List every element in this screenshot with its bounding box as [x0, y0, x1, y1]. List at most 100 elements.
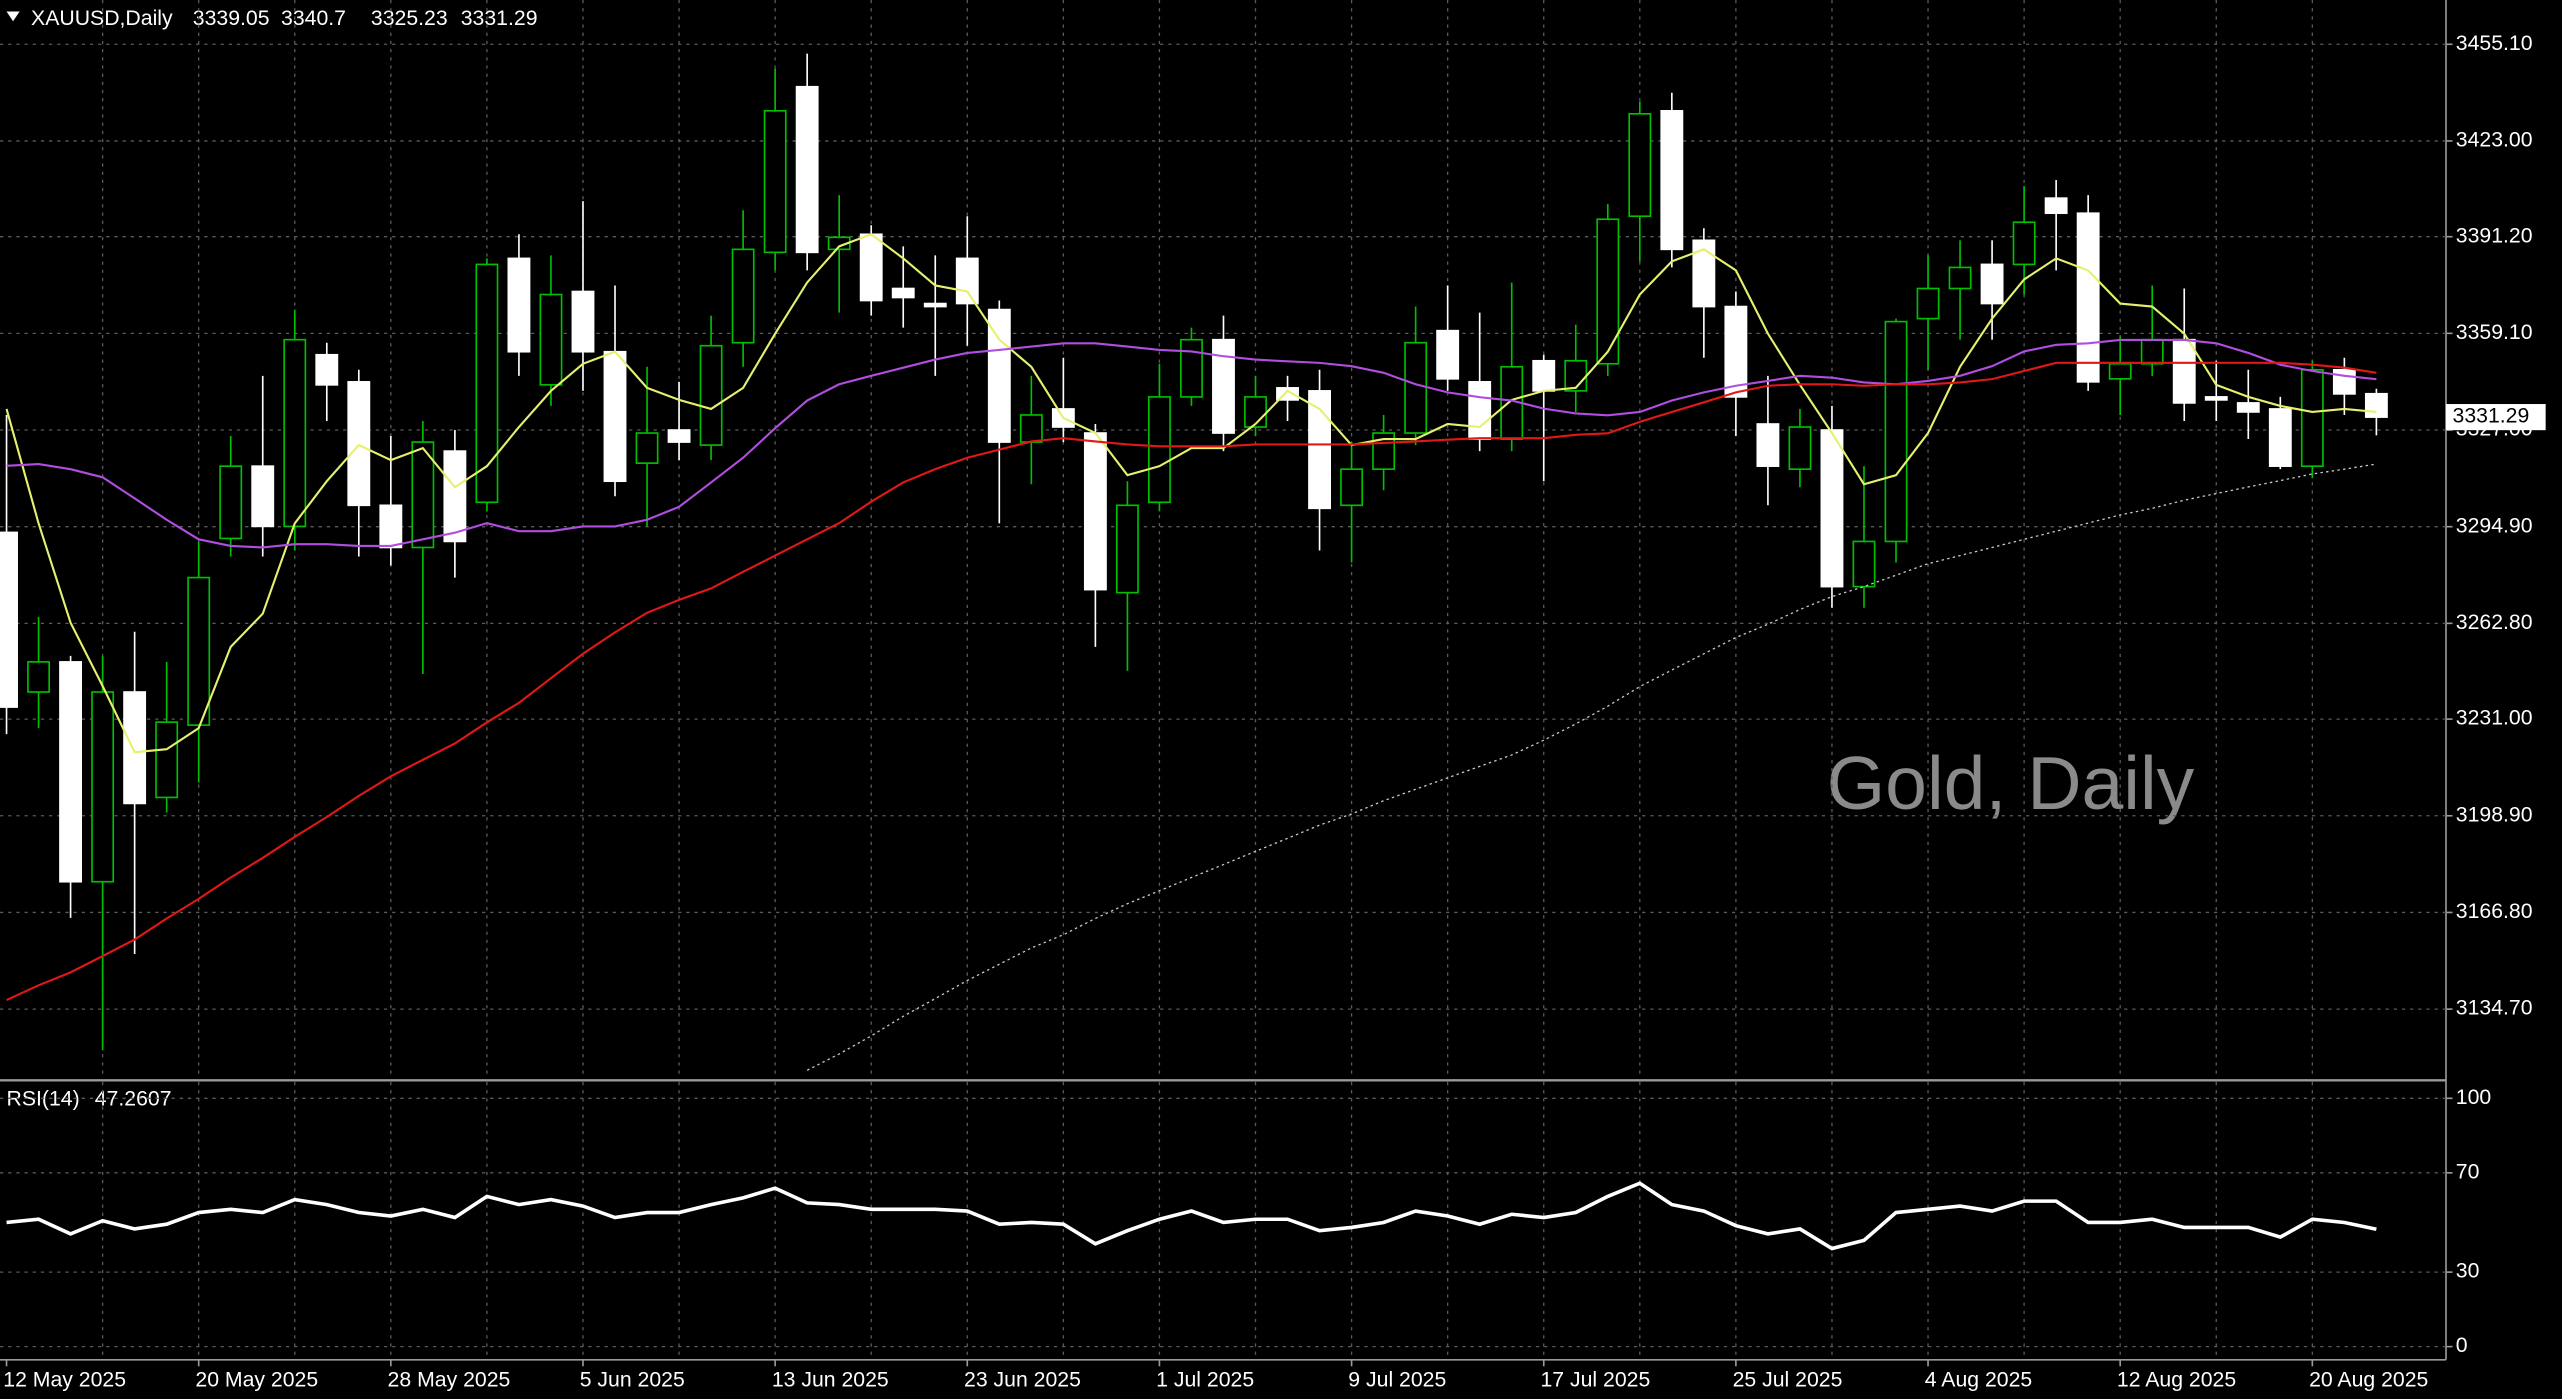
candle-body [2076, 212, 2100, 383]
y-tick-label: 3262.80 [2456, 610, 2533, 634]
candle-body [763, 110, 787, 254]
candle-body [571, 290, 595, 353]
y-tick-label: 3294.90 [2456, 513, 2533, 537]
ohlc-low: 3325.23 [371, 6, 448, 30]
candle-body [1180, 338, 1203, 398]
candle-body [2108, 362, 2132, 380]
candle-body [219, 465, 243, 540]
candle-body [475, 263, 499, 504]
candle-body [187, 576, 211, 726]
y-tick-label: 3359.10 [2456, 320, 2533, 344]
candle-body [123, 691, 147, 805]
x-tick-label: 12 May 2025 [3, 1368, 126, 1392]
x-tick-label: 20 May 2025 [195, 1368, 318, 1392]
candle-body [2140, 338, 2164, 365]
candle-body [699, 344, 723, 446]
candle-body [539, 293, 563, 386]
candle-body [1628, 113, 1652, 218]
candle-body [91, 691, 115, 883]
candle-body [731, 248, 755, 344]
x-tick-label: 1 Jul 2025 [1156, 1368, 1254, 1392]
ohlc-high: 3340.7 [281, 6, 346, 30]
candle-body [1948, 266, 1972, 290]
rsi-line [6, 1181, 2377, 1251]
candle-body [1340, 468, 1364, 507]
candle-body [1820, 429, 1844, 588]
candle-body [347, 381, 371, 507]
candle-body [859, 233, 883, 302]
x-tick-label: 20 Aug 2025 [2309, 1368, 2428, 1392]
moving-average [5, 233, 2377, 754]
candle-body [1724, 305, 1748, 398]
moving-average [6, 338, 2377, 549]
candle-body [0, 531, 18, 708]
menu-triangle[interactable] [6, 11, 20, 22]
candle-body [27, 661, 50, 693]
candle-body [283, 338, 307, 528]
candle-body [1212, 338, 1235, 434]
y-tick-label: 0 [2456, 1333, 2468, 1357]
candle-body [1692, 239, 1716, 308]
x-tick-label: 25 Jul 2025 [1733, 1368, 1843, 1392]
candle-body [1788, 426, 1812, 470]
candle-body [1756, 423, 1780, 467]
x-tick-label: 5 Jun 2025 [580, 1368, 685, 1392]
y-tick-label: 3423.00 [2456, 128, 2533, 152]
candle-body [1147, 396, 1171, 504]
moving-average [6, 361, 2377, 1002]
candle-body [315, 353, 339, 386]
y-tick-label: 3455.10 [2456, 31, 2533, 55]
candle-body [1660, 110, 1684, 251]
ohlc-close: 3331.29 [461, 6, 538, 30]
y-tick-label: 70 [2456, 1159, 2480, 1183]
candle-body [1019, 414, 1043, 443]
candle-body [1436, 329, 1460, 380]
x-tick-label: 23 Jun 2025 [964, 1368, 1081, 1392]
candle-body [443, 450, 467, 543]
y-tick-label: 3134.70 [2456, 996, 2533, 1020]
ohlc-open: 3339.05 [193, 6, 270, 30]
candle-body [987, 308, 1011, 443]
candle-body [635, 432, 659, 464]
moving-average [806, 463, 2377, 1071]
candle-body [411, 441, 435, 549]
candle-body [2044, 197, 2068, 215]
current-price-label: 3331.29 [2453, 404, 2530, 428]
candle-body [923, 302, 947, 308]
candle-body [2172, 338, 2196, 404]
watermark: Gold, Daily [1827, 741, 2195, 825]
candle-body [1916, 287, 1940, 320]
candle-body [251, 465, 275, 528]
candle-body [155, 721, 179, 799]
candle-body [1308, 390, 1331, 510]
candle-body [1980, 263, 2004, 305]
y-tick-label: 30 [2456, 1259, 2480, 1283]
candle-body [2012, 221, 2036, 266]
candle-body [2236, 402, 2260, 413]
candle-body [2364, 392, 2388, 418]
y-tick-label: 3391.20 [2456, 223, 2533, 247]
candle-body [1083, 432, 1107, 591]
y-tick-label: 100 [2456, 1085, 2491, 1109]
candle-body [667, 429, 691, 443]
candle-body [2204, 396, 2228, 401]
candle-body [2332, 368, 2356, 395]
x-tick-label: 17 Jul 2025 [1540, 1368, 1650, 1392]
candle-body [379, 504, 403, 549]
candle-body [1884, 320, 1908, 543]
candle-body [1596, 218, 1620, 365]
candle-body [1468, 381, 1492, 440]
candle-body [795, 85, 819, 254]
x-tick-label: 28 May 2025 [388, 1368, 511, 1392]
candle-body [59, 661, 83, 883]
x-tick-label: 9 Jul 2025 [1348, 1368, 1446, 1392]
y-tick-label: 3166.80 [2456, 899, 2533, 923]
candle-body [1852, 540, 1876, 588]
y-tick-label: 3198.90 [2456, 802, 2533, 826]
current-price-box [2445, 404, 2546, 431]
candle-body [891, 287, 915, 299]
x-tick-label: 13 Jun 2025 [772, 1368, 889, 1392]
